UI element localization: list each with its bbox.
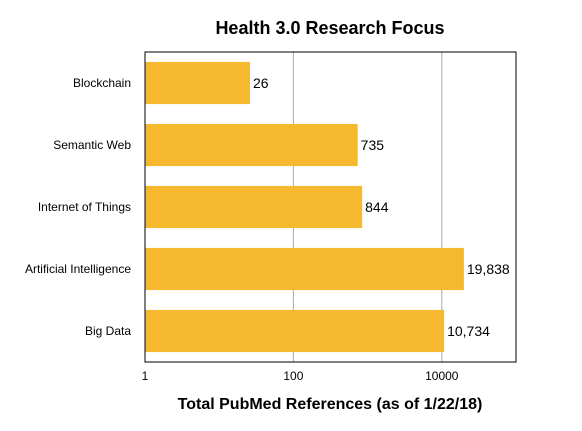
bars — [145, 61, 464, 353]
bar-blockchain — [145, 61, 250, 105]
value-labels: 26 735 844 19,838 10,734 — [253, 75, 510, 339]
value-label-artificial-intelligence: 19,838 — [467, 261, 510, 277]
category-labels: Blockchain Semantic Web Internet of Things… — [25, 76, 131, 338]
x-tick-label: 100 — [283, 369, 303, 383]
bar-internet-of-things — [145, 185, 363, 229]
value-label-semantic-web: 735 — [361, 137, 385, 153]
x-tick-label: 10000 — [425, 369, 459, 383]
category-label-internet-of-things: Internet of Things — [38, 200, 131, 214]
value-label-internet-of-things: 844 — [365, 199, 389, 215]
plot-frame — [144, 51, 517, 363]
value-label-big-data: 10,734 — [447, 323, 490, 339]
category-label-semantic-web: Semantic Web — [53, 138, 131, 152]
x-axis-label: Total PubMed References (as of 1/22/18) — [178, 396, 483, 413]
chart-title: Health 3.0 Research Focus — [215, 18, 444, 38]
bar-artificial-intelligence — [145, 247, 464, 291]
bar-semantic-web — [145, 123, 358, 167]
category-label-big-data: Big Data — [85, 324, 131, 338]
bar-big-data — [145, 309, 445, 353]
x-axis-ticks: 1 100 10000 — [142, 369, 459, 383]
value-label-blockchain: 26 — [253, 75, 269, 91]
category-label-artificial-intelligence: Artificial Intelligence — [25, 262, 131, 276]
x-tick-label: 1 — [142, 369, 149, 383]
category-label-blockchain: Blockchain — [73, 76, 131, 90]
